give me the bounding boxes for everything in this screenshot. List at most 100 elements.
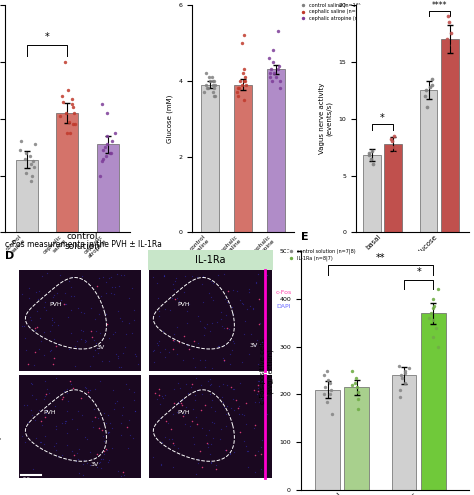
Point xyxy=(353,383,360,391)
Point xyxy=(168,436,176,444)
Point xyxy=(238,39,246,47)
Point xyxy=(150,346,157,354)
Point xyxy=(73,457,80,465)
Point xyxy=(24,360,32,368)
Point xyxy=(17,138,25,146)
Point xyxy=(158,438,165,446)
Point xyxy=(207,458,214,466)
Point xyxy=(111,399,119,407)
Point xyxy=(99,157,106,165)
Point xyxy=(157,460,165,468)
Point xyxy=(258,436,266,444)
Point xyxy=(188,417,196,425)
Point xyxy=(205,289,213,297)
Point xyxy=(201,363,209,371)
Point xyxy=(261,360,269,368)
Point xyxy=(257,395,264,402)
Point xyxy=(121,343,128,351)
Point xyxy=(95,459,102,467)
Point xyxy=(175,297,182,305)
Point xyxy=(107,149,115,157)
Point xyxy=(240,437,248,445)
Point xyxy=(27,406,35,414)
Point xyxy=(130,306,138,314)
Point xyxy=(181,410,188,418)
Point xyxy=(52,425,60,433)
Point xyxy=(78,411,86,419)
Point xyxy=(41,395,48,403)
Text: PVH: PVH xyxy=(44,409,56,415)
Point xyxy=(49,360,57,368)
Point xyxy=(212,461,219,469)
Text: PVH: PVH xyxy=(177,409,190,415)
Point xyxy=(370,160,377,168)
Point xyxy=(162,417,170,425)
Point xyxy=(444,12,452,20)
Point xyxy=(220,341,228,349)
Bar xyxy=(392,375,416,490)
Point xyxy=(227,360,234,368)
Point xyxy=(109,283,116,291)
Point xyxy=(27,177,35,185)
Point xyxy=(207,380,214,388)
Point xyxy=(261,341,268,348)
Point xyxy=(32,434,40,442)
Text: 3V: 3V xyxy=(249,343,258,347)
Point xyxy=(263,389,270,396)
Point xyxy=(397,371,404,379)
Point xyxy=(207,402,214,410)
Bar xyxy=(421,313,446,490)
Point xyxy=(230,385,237,393)
Point xyxy=(229,286,237,294)
Point xyxy=(69,120,76,128)
Point xyxy=(229,385,237,393)
Point xyxy=(119,349,127,357)
Point xyxy=(50,291,57,298)
Point xyxy=(151,358,158,366)
Point xyxy=(89,352,97,360)
Point xyxy=(209,88,217,96)
Point xyxy=(125,319,133,327)
Point xyxy=(68,447,76,455)
Point xyxy=(40,328,47,336)
Point xyxy=(29,465,37,473)
Point xyxy=(276,85,284,93)
Point xyxy=(197,381,204,389)
Point xyxy=(132,351,140,359)
Point xyxy=(75,469,83,477)
Point xyxy=(43,386,51,394)
Point xyxy=(99,357,106,365)
Point xyxy=(446,18,453,26)
Point xyxy=(130,388,138,396)
Point xyxy=(262,466,269,474)
Point xyxy=(103,446,111,454)
Point xyxy=(354,405,362,413)
Point xyxy=(196,317,203,325)
Text: **: ** xyxy=(375,253,385,263)
Point xyxy=(434,286,442,294)
Bar xyxy=(97,145,119,233)
Point xyxy=(109,290,117,298)
Point xyxy=(93,450,100,458)
Point xyxy=(161,272,168,280)
Point xyxy=(182,402,189,410)
Point xyxy=(77,394,85,402)
Text: PVH: PVH xyxy=(177,302,190,307)
Bar xyxy=(441,39,459,233)
Point xyxy=(188,272,196,280)
Point xyxy=(54,321,62,329)
Point xyxy=(48,314,56,322)
Point xyxy=(219,353,227,361)
Point xyxy=(46,327,54,335)
Point xyxy=(62,417,70,425)
Point xyxy=(46,347,54,355)
Point xyxy=(155,307,163,315)
Point xyxy=(204,443,212,451)
Point xyxy=(67,306,74,314)
Point xyxy=(103,320,110,328)
Point xyxy=(120,271,128,279)
Point xyxy=(55,340,62,348)
Point xyxy=(62,300,70,308)
Point xyxy=(173,294,181,301)
Point xyxy=(109,386,117,394)
